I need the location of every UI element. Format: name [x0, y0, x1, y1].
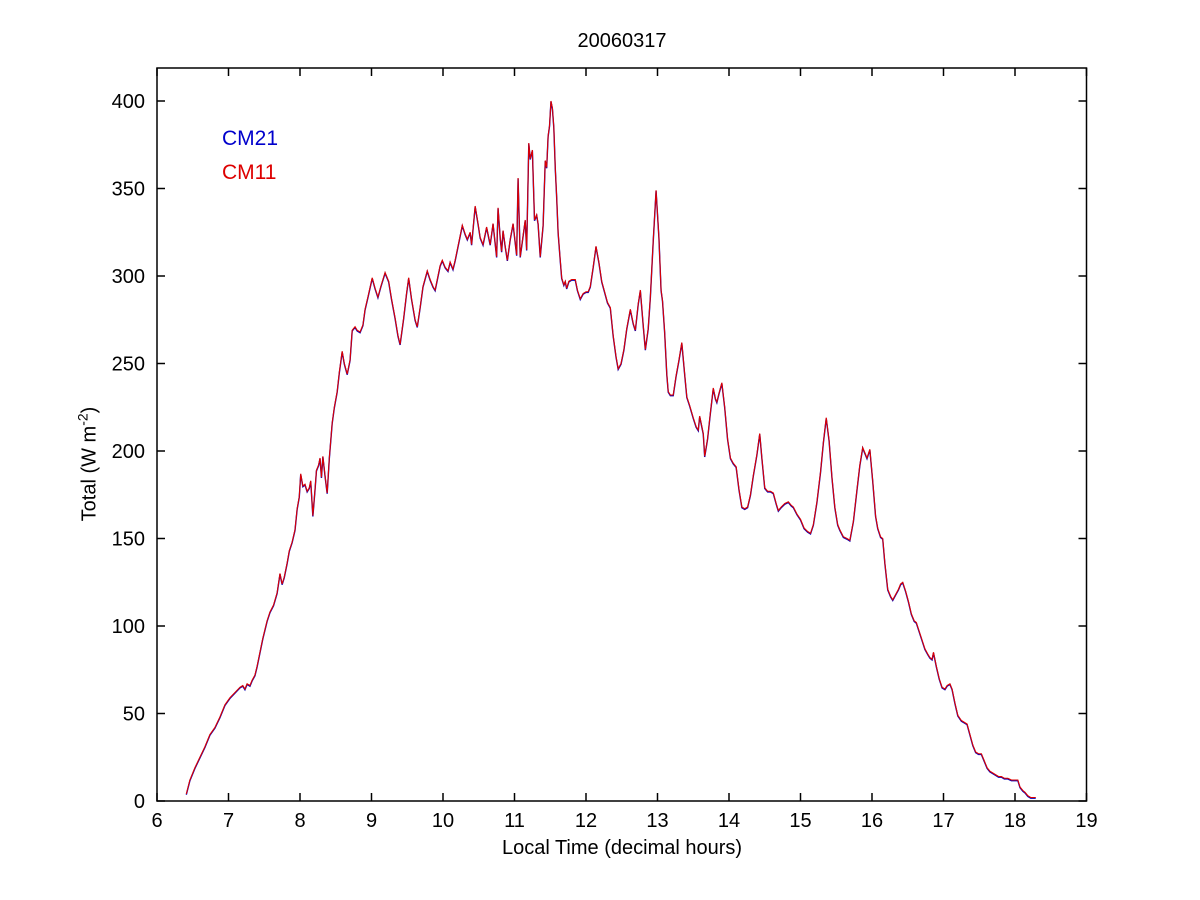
y-tick-label: 250: [112, 354, 145, 376]
y-tick-label: 350: [112, 179, 145, 201]
x-axis-label: Local Time (decimal hours): [501, 837, 743, 859]
x-tick-label: 10: [432, 810, 454, 832]
y-tick-label: 300: [112, 266, 145, 288]
legend-entry-cm11: CM11: [222, 161, 277, 184]
axes: 6 7 8 9 10 11 12 13 14 15 16 17 18 19 0 50 100 150 200 250 3…: [112, 68, 1098, 832]
legend-entry-cm21: CM21: [222, 127, 279, 150]
x-tick-label: 7: [223, 810, 234, 832]
x-tick-label: 6: [151, 810, 162, 832]
x-tick-label: 19: [1075, 810, 1097, 832]
cm11-line: [185, 100, 1036, 799]
x-tick-label: 18: [1004, 810, 1026, 832]
x-tick-label: 11: [504, 810, 525, 832]
y-tick-label: 50: [123, 704, 145, 726]
y-axis-label: Total (W m-2): [75, 407, 102, 522]
cm21-line: [185, 101, 1036, 799]
x-tick-label: 14: [718, 810, 740, 832]
data-lines: [185, 100, 1036, 799]
plot-box-frame: [156, 67, 1088, 802]
y-axis-label-superscript: -2: [74, 413, 91, 426]
y-axis-label-text: Total (W m: [78, 425, 101, 522]
x-tick-label: 12: [575, 810, 597, 832]
x-tick-label: 16: [861, 810, 883, 832]
x-tick-label: 8: [294, 810, 305, 832]
x-tick-label: 9: [366, 810, 377, 832]
y-tick-label: 100: [112, 616, 145, 638]
x-tick-label: 15: [789, 810, 811, 832]
y-axis-label-close: ): [78, 406, 101, 414]
y-tick-label: 200: [112, 441, 145, 463]
y-tick-label: 400: [112, 91, 145, 113]
chart-title: 20060317: [577, 30, 667, 52]
y-tick-label: 150: [112, 529, 145, 551]
x-tick-label: 13: [646, 810, 668, 832]
y-tick-label: 0: [134, 791, 145, 813]
x-tick-label: 17: [932, 810, 954, 832]
